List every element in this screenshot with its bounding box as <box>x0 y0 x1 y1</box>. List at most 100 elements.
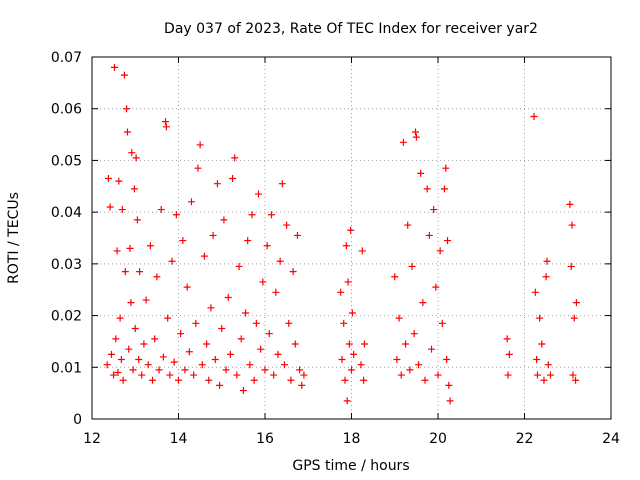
axis-ticks: 12 14 16 18 20 22 24 0 0.01 0.02 0.03 0.04 0.05 0.06 0… <box>51 50 620 447</box>
data-point <box>248 211 256 219</box>
data-point <box>252 319 260 327</box>
data-point <box>104 175 112 183</box>
grid <box>92 57 611 419</box>
y-tick-label: 0.04 <box>51 205 82 221</box>
data-point <box>283 221 291 229</box>
data-point <box>183 283 191 291</box>
data-point <box>438 319 446 327</box>
data-point <box>222 366 230 374</box>
data-point <box>445 381 453 389</box>
data-point <box>123 128 131 136</box>
y-tick-label: 0.01 <box>51 360 82 376</box>
data-point <box>412 133 420 141</box>
data-point <box>107 350 115 358</box>
y-tick-label: 0 <box>73 412 82 428</box>
data-point <box>242 309 250 317</box>
data-point <box>211 356 219 364</box>
data-point <box>397 371 405 379</box>
data-point <box>504 371 512 379</box>
data-point <box>257 345 265 353</box>
data-point <box>187 198 195 206</box>
data-point <box>570 314 578 322</box>
data-point <box>360 376 368 384</box>
data-point <box>130 185 138 193</box>
data-point <box>395 314 403 322</box>
data-point <box>170 358 178 366</box>
data-point <box>162 123 170 131</box>
data-point <box>121 268 129 276</box>
data-point <box>289 268 297 276</box>
chart-title: Day 037 of 2023, Rate Of TEC Index for r… <box>164 21 538 37</box>
x-tick-label: 24 <box>602 431 620 447</box>
data-point <box>402 340 410 348</box>
data-point <box>533 371 541 379</box>
data-point <box>175 376 182 384</box>
y-tick-label: 0.03 <box>51 257 82 273</box>
data-point <box>164 314 172 322</box>
data-point <box>123 105 131 113</box>
data-point <box>357 361 365 369</box>
data-point <box>115 177 123 185</box>
data-point <box>113 247 121 255</box>
data-point <box>432 283 440 291</box>
data-point <box>120 71 128 79</box>
data-point <box>114 368 122 376</box>
y-axis-label: ROTI / TECUs <box>6 192 22 284</box>
data-point <box>291 340 299 348</box>
data-point <box>117 356 125 364</box>
data-point <box>177 330 185 338</box>
y-tick-label: 0.02 <box>51 309 82 325</box>
data-point <box>446 397 454 405</box>
data-point <box>239 387 247 395</box>
data-point <box>417 169 425 177</box>
data-point <box>300 371 308 379</box>
data-point <box>162 118 170 126</box>
data-point <box>419 299 427 307</box>
data-point <box>428 345 436 353</box>
data-point <box>567 262 575 270</box>
data-point <box>293 231 301 239</box>
data-point <box>408 262 416 270</box>
data-point <box>200 252 208 260</box>
data-point <box>272 288 280 296</box>
data-point <box>340 319 348 327</box>
data-point <box>237 335 245 343</box>
data-point <box>216 381 224 389</box>
data-point <box>209 231 217 239</box>
x-tick-label: 14 <box>170 431 188 447</box>
data-point <box>218 325 226 332</box>
data-point <box>412 128 420 136</box>
data-point <box>533 356 541 364</box>
y-tick-label: 0.06 <box>51 102 82 118</box>
x-tick-label: 20 <box>429 431 447 447</box>
data-point <box>261 366 269 374</box>
data-point <box>569 371 577 379</box>
data-point <box>430 206 438 214</box>
data-point <box>112 335 120 343</box>
data-point <box>546 371 554 379</box>
data-point <box>118 206 126 214</box>
data-point <box>259 278 267 286</box>
data-point <box>140 340 148 348</box>
data-point <box>151 335 159 343</box>
data-point <box>338 356 346 364</box>
data-point <box>345 340 353 348</box>
data-point <box>572 299 580 307</box>
data-point <box>213 180 221 188</box>
data-point <box>531 288 539 296</box>
data-point <box>399 138 407 146</box>
data-point <box>153 273 161 281</box>
data-point <box>168 257 176 265</box>
data-point <box>444 237 452 245</box>
data-point <box>149 376 157 384</box>
data-point <box>136 268 144 276</box>
data-point <box>443 356 451 364</box>
data-point <box>133 216 141 224</box>
data-point <box>540 376 548 384</box>
data-point <box>233 371 241 379</box>
data-point <box>157 206 165 214</box>
data-point <box>226 350 234 358</box>
data-point <box>393 356 401 364</box>
data-point <box>155 366 163 374</box>
x-tick-label: 18 <box>343 431 361 447</box>
